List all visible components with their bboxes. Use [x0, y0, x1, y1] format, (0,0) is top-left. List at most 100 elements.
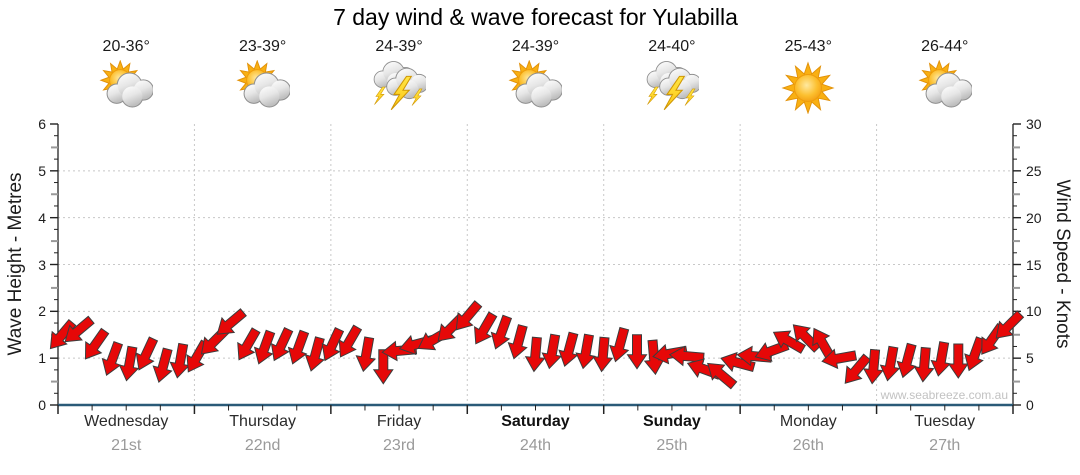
day-label-cell: Sunday 25th: [604, 412, 740, 456]
day-icon-cell: [331, 60, 467, 118]
wind-arrow: [455, 300, 483, 331]
day-icon-cell: [604, 60, 740, 118]
day-name: Wednesday: [84, 413, 169, 430]
day-icon-cell: [467, 60, 603, 118]
wind-arrow: [821, 348, 858, 370]
day-label-cell: Monday 26th: [740, 412, 876, 456]
wind-arrow: [253, 329, 276, 365]
wind-speed-tick-label: 0: [1026, 397, 1034, 413]
watermark: www.seabreeze.com.au: [880, 388, 1008, 402]
day-icon-cell: [740, 60, 876, 118]
wind-speed-tick-label: 15: [1026, 256, 1042, 273]
thunderstorm-icon: [373, 61, 427, 111]
wind-arrow: [964, 336, 986, 372]
wind-arrow: [668, 345, 705, 367]
day-temperature: 23-39°: [238, 38, 287, 55]
wind-speed-tick-label: 25: [1026, 162, 1042, 179]
wind-arrow: [216, 308, 247, 335]
wind-arrow: [237, 327, 261, 361]
wind-arrow: [879, 345, 901, 382]
wave-height-tick-label: 2: [38, 303, 46, 320]
wind-arrow: [707, 362, 738, 390]
wind-speed-tick-label: 30: [1026, 116, 1042, 132]
wind-arrow: [338, 324, 363, 358]
wind-arrow: [844, 353, 872, 384]
right-axis-title: Wind Speed - Knots: [1052, 179, 1073, 349]
day-label-cell: Saturday 24th: [467, 412, 603, 456]
wind-arrow: [930, 341, 952, 377]
wind-speed-tick-label: 5: [1026, 350, 1034, 367]
wind-arrow: [84, 327, 110, 360]
wind-arrow: [135, 336, 159, 371]
day-name: Tuesday: [914, 413, 976, 430]
wind-arrow: [474, 311, 498, 345]
wind-arrow: [947, 343, 969, 379]
wind-arrow: [896, 342, 917, 379]
day-icon-cell: [194, 60, 330, 118]
wind-speed-tick-label: 20: [1026, 209, 1042, 226]
wind-arrow: [321, 327, 345, 362]
wind-speed-tick-label: 10: [1026, 303, 1042, 320]
wind-arrow: [355, 336, 377, 373]
left-axis-title: Wave Height - Metres: [5, 172, 26, 356]
day-date: 23rd: [383, 437, 416, 454]
day-date: 25th: [656, 437, 688, 454]
partly-cloudy-icon: [236, 60, 290, 108]
day-label-cell: Tuesday 27th: [877, 412, 1013, 456]
day-name: Sunday: [643, 413, 701, 430]
weather-icons-row: [58, 60, 1013, 118]
wind-arrow: [592, 336, 614, 373]
day-date: 27th: [929, 437, 961, 454]
wind-arrow: [101, 340, 124, 376]
wave-height-tick-label: 5: [38, 162, 46, 179]
day-label-cell: Friday 23rd: [331, 412, 467, 456]
day-label-cell: Thursday 22nd: [194, 412, 330, 456]
wind-arrow: [541, 333, 563, 370]
wind-arrow: [626, 334, 648, 370]
page-title: 7 day wind & wave forecast for Yulabilla: [333, 4, 738, 30]
wind-arrow: [372, 349, 394, 385]
wind-arrow: [270, 327, 294, 362]
wave-height-tick-label: 1: [38, 350, 46, 367]
wind-arrow: [862, 348, 884, 385]
day-name: Thursday: [229, 413, 296, 430]
partly-cloudy-icon: [918, 60, 972, 108]
wind-arrow: [118, 345, 140, 382]
day-name: Monday: [779, 413, 837, 430]
day-date: 21st: [111, 437, 142, 454]
wave-height-tick-label: 6: [38, 116, 46, 132]
wind-arrow: [169, 342, 191, 379]
wind-arrow: [720, 351, 756, 373]
wind-arrow: [772, 330, 806, 354]
wind-arrow: [524, 336, 546, 373]
wind-arrow: [507, 324, 528, 360]
wind-arrow: [575, 333, 596, 370]
partly-cloudy-icon: [509, 60, 563, 108]
wind-arrow: [609, 326, 630, 363]
day-temperature: 25-43°: [784, 38, 832, 55]
day-temperature: 24-39°: [375, 38, 423, 55]
wind-arrow: [64, 315, 95, 343]
day-date: 22nd: [244, 437, 281, 454]
sunny-icon: [781, 61, 835, 114]
day-name: Saturday: [501, 413, 570, 430]
day-name: Friday: [376, 413, 422, 430]
temperature-row: 20-36° 23-39° 24-39° 24-39° 24-40° 25-43° 26-4…: [58, 38, 1013, 60]
day-temperature: 24-39°: [511, 38, 560, 55]
day-temperature: 26-44°: [921, 38, 969, 55]
wind-arrow: [287, 329, 310, 365]
partly-cloudy-icon: [99, 60, 154, 108]
day-icon-cell: [877, 60, 1013, 118]
day-label-cell: Wednesday 21st: [58, 412, 194, 456]
wave-height-tick-label: 4: [38, 209, 46, 226]
wind-arrow: [995, 310, 1025, 339]
day-temperature: 20-36°: [102, 38, 150, 55]
day-temperature: 24-40°: [648, 38, 696, 55]
day-date: 26th: [792, 437, 824, 454]
thunderstorm-icon: [646, 61, 699, 111]
wind-arrow: [490, 314, 513, 350]
wind-arrow: [152, 347, 173, 383]
day-icon-cell: [58, 60, 194, 118]
wave-height-tick-label: 3: [38, 256, 46, 273]
